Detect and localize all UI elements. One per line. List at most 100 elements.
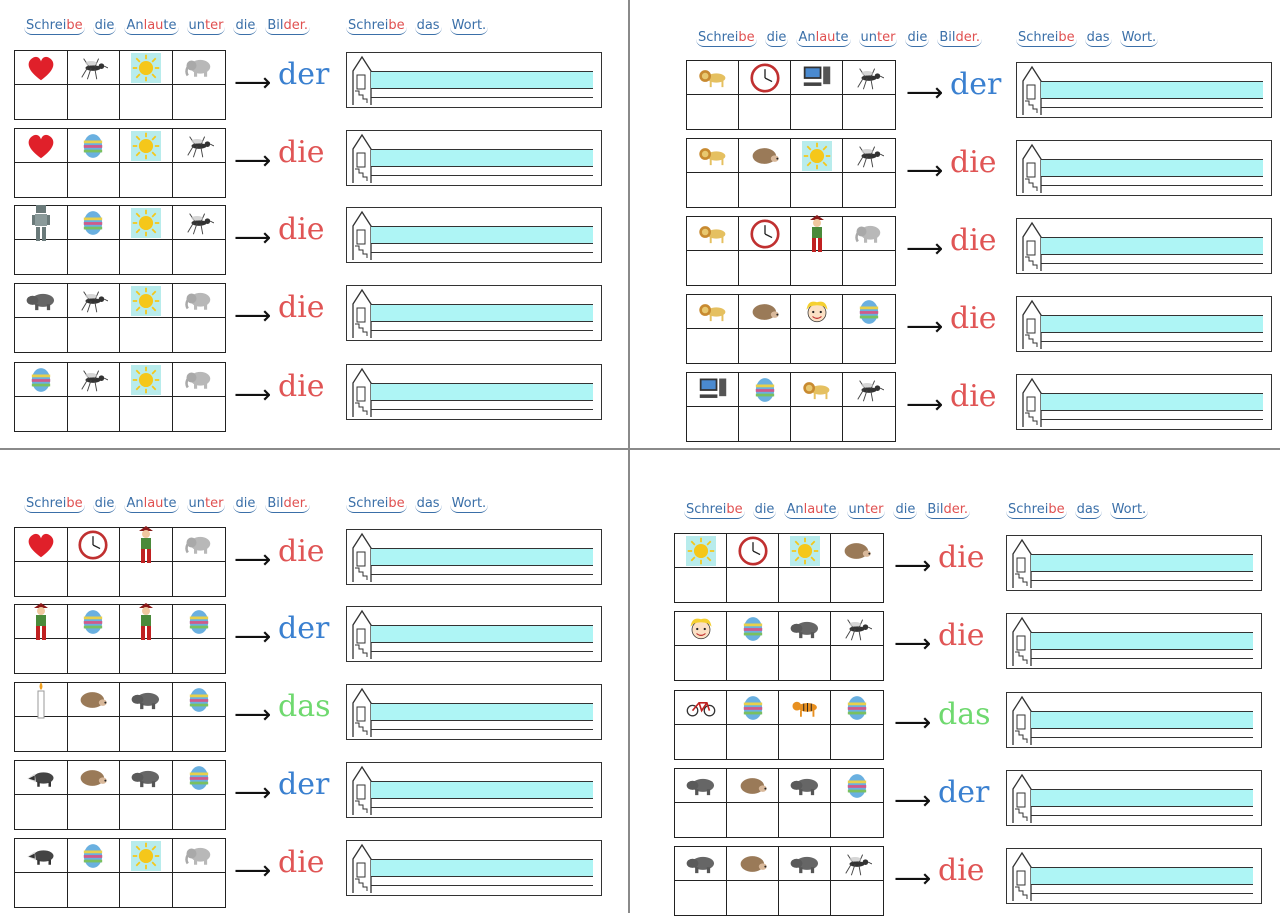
initial-sound-answer-cell[interactable]	[675, 646, 727, 680]
initial-sound-answer-cell[interactable]	[120, 717, 173, 751]
word-writing-box[interactable]	[346, 606, 602, 662]
initial-sound-answer-cell[interactable]	[68, 795, 120, 829]
initial-sound-answer-cell[interactable]	[15, 562, 68, 596]
initial-sound-answer-cell[interactable]	[68, 240, 120, 274]
word-writing-box[interactable]	[1006, 692, 1262, 748]
initial-sound-answer-cell[interactable]	[120, 163, 173, 197]
initial-sound-answer-cell[interactable]	[727, 568, 779, 602]
initial-sound-answer-cell[interactable]	[15, 795, 68, 829]
initial-sound-answer-cell[interactable]	[843, 329, 895, 363]
initial-sound-answer-cell[interactable]	[843, 95, 895, 129]
initial-sound-answer-cell[interactable]	[675, 568, 727, 602]
initial-sound-answer-cell[interactable]	[687, 173, 739, 207]
initial-sound-answer-cell[interactable]	[68, 318, 120, 352]
word-writing-box[interactable]	[346, 529, 602, 585]
word-writing-box[interactable]	[346, 52, 602, 108]
word-writing-box[interactable]	[1006, 613, 1262, 669]
initial-sound-answer-cell[interactable]	[120, 240, 173, 274]
initial-sound-answer-cell[interactable]	[739, 329, 791, 363]
initial-sound-answer-cell[interactable]	[68, 85, 120, 119]
initial-sound-answer-cell[interactable]	[68, 717, 120, 751]
initial-sound-answer-cell[interactable]	[15, 639, 68, 673]
initial-sound-answer-cell[interactable]	[739, 95, 791, 129]
word-writing-box[interactable]	[1016, 374, 1272, 430]
initial-sound-answer-cell[interactable]	[727, 881, 779, 915]
word-writing-box[interactable]	[346, 684, 602, 740]
initial-sound-answer-cell[interactable]	[120, 639, 173, 673]
initial-sound-answer-cell[interactable]	[68, 163, 120, 197]
initial-sound-answer-cell[interactable]	[727, 646, 779, 680]
initial-sound-answer-cell[interactable]	[173, 397, 226, 431]
initial-sound-answer-cell[interactable]	[739, 173, 791, 207]
initial-sound-answer-cell[interactable]	[173, 85, 226, 119]
initial-sound-answer-cell[interactable]	[120, 318, 173, 352]
initial-sound-answer-cell[interactable]	[791, 95, 843, 129]
initial-sound-answer-cell[interactable]	[173, 873, 226, 907]
word-writing-box[interactable]	[346, 207, 602, 263]
initial-sound-answer-cell[interactable]	[173, 240, 226, 274]
word-writing-box[interactable]	[346, 364, 602, 420]
initial-sound-answer-cell[interactable]	[68, 397, 120, 431]
initial-sound-answer-cell[interactable]	[791, 407, 843, 441]
initial-sound-answer-cell[interactable]	[843, 173, 895, 207]
initial-sound-answer-cell[interactable]	[120, 562, 173, 596]
initial-sound-answer-cell[interactable]	[68, 562, 120, 596]
initial-sound-answer-cell[interactable]	[15, 873, 68, 907]
initial-sound-answer-cell[interactable]	[173, 639, 226, 673]
word-writing-box[interactable]	[1016, 62, 1272, 118]
initial-sound-answer-cell[interactable]	[120, 397, 173, 431]
initial-sound-answer-cell[interactable]	[739, 251, 791, 285]
initial-sound-answer-cell[interactable]	[173, 318, 226, 352]
initial-sound-answer-cell[interactable]	[120, 795, 173, 829]
initial-sound-answer-cell[interactable]	[15, 163, 68, 197]
initial-sound-answer-cell[interactable]	[68, 639, 120, 673]
initial-sound-answer-cell[interactable]	[15, 318, 68, 352]
initial-sound-answer-cell[interactable]	[120, 873, 173, 907]
initial-sound-answer-cell[interactable]	[120, 85, 173, 119]
word-writing-box[interactable]	[1006, 848, 1262, 904]
initial-sound-answer-cell[interactable]	[739, 407, 791, 441]
initial-sound-answer-cell[interactable]	[68, 873, 120, 907]
word-writing-box[interactable]	[346, 285, 602, 341]
initial-sound-answer-cell[interactable]	[687, 329, 739, 363]
initial-sound-answer-cell[interactable]	[779, 568, 831, 602]
word-writing-box[interactable]	[1016, 218, 1272, 274]
initial-sound-answer-cell[interactable]	[687, 95, 739, 129]
initial-sound-answer-cell[interactable]	[831, 646, 883, 680]
initial-sound-answer-cell[interactable]	[173, 562, 226, 596]
initial-sound-answer-cell[interactable]	[173, 163, 226, 197]
word-writing-box[interactable]	[346, 130, 602, 186]
initial-sound-answer-cell[interactable]	[727, 803, 779, 837]
initial-sound-answer-cell[interactable]	[791, 173, 843, 207]
initial-sound-answer-cell[interactable]	[843, 251, 895, 285]
initial-sound-answer-cell[interactable]	[727, 725, 779, 759]
initial-sound-answer-cell[interactable]	[675, 881, 727, 915]
initial-sound-answer-cell[interactable]	[779, 646, 831, 680]
initial-sound-answer-cell[interactable]	[15, 717, 68, 751]
word-writing-box[interactable]	[1006, 770, 1262, 826]
initial-sound-answer-cell[interactable]	[831, 803, 883, 837]
initial-sound-answer-cell[interactable]	[687, 407, 739, 441]
initial-sound-answer-cell[interactable]	[173, 795, 226, 829]
initial-sound-answer-cell[interactable]	[675, 725, 727, 759]
initial-sound-answer-cell[interactable]	[791, 251, 843, 285]
initial-sound-answer-cell[interactable]	[173, 717, 226, 751]
word-writing-box[interactable]	[1016, 140, 1272, 196]
word-writing-box[interactable]	[346, 840, 602, 896]
initial-sound-answer-cell[interactable]	[791, 329, 843, 363]
initial-sound-answer-cell[interactable]	[779, 881, 831, 915]
initial-sound-answer-cell[interactable]	[687, 251, 739, 285]
word-writing-box[interactable]	[346, 762, 602, 818]
initial-sound-answer-cell[interactable]	[15, 397, 68, 431]
initial-sound-answer-cell[interactable]	[15, 240, 68, 274]
initial-sound-answer-cell[interactable]	[675, 803, 727, 837]
initial-sound-answer-cell[interactable]	[15, 85, 68, 119]
word-writing-box[interactable]	[1006, 535, 1262, 591]
word-writing-box[interactable]	[1016, 296, 1272, 352]
initial-sound-answer-cell[interactable]	[831, 881, 883, 915]
initial-sound-answer-cell[interactable]	[779, 803, 831, 837]
initial-sound-answer-cell[interactable]	[831, 568, 883, 602]
initial-sound-answer-cell[interactable]	[843, 407, 895, 441]
initial-sound-answer-cell[interactable]	[779, 725, 831, 759]
initial-sound-answer-cell[interactable]	[831, 725, 883, 759]
